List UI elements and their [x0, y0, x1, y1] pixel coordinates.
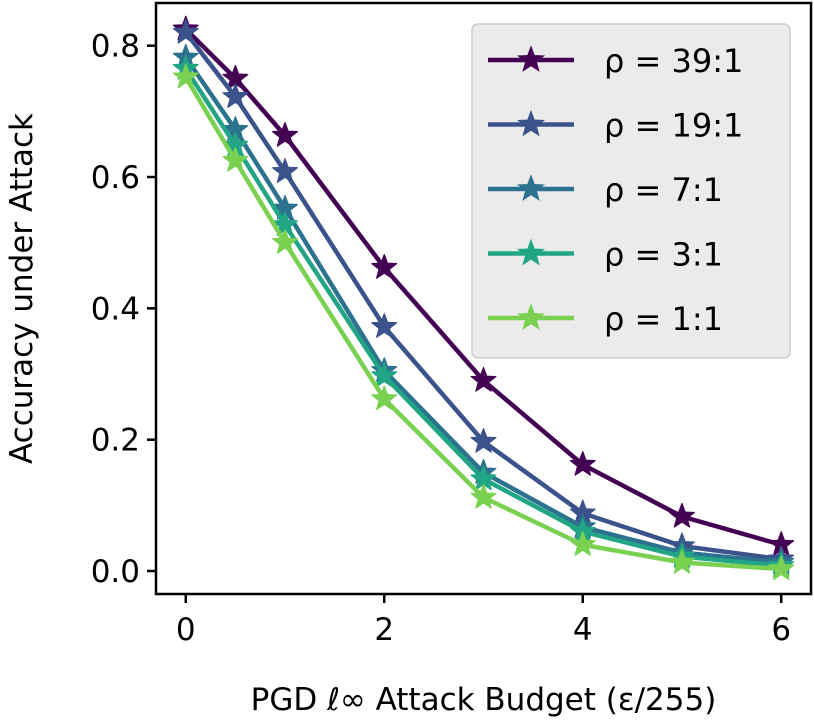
x-axis-label: PGD ℓ∞ Attack Budget (ε/255) [251, 682, 717, 718]
legend-label: ρ = 19:1 [604, 107, 743, 145]
data-point [470, 428, 497, 453]
data-point [222, 83, 249, 109]
y-tick-label: 0.6 [91, 160, 140, 196]
plot-frame [154, 1, 813, 596]
legend-entry: ρ = 19:1 [488, 107, 743, 145]
legend-marker [517, 238, 545, 266]
data-point [371, 362, 398, 388]
legend-marker [517, 109, 545, 137]
legend-entry: ρ = 3:1 [488, 236, 723, 274]
data-point [172, 63, 199, 89]
legend: ρ = 39:1 ρ = 19:1 ρ = 7:1 ρ = 3:1 ρ = 1:1 [471, 23, 791, 359]
legend-marker [517, 303, 545, 330]
legend-label: ρ = 3:1 [604, 236, 723, 274]
data-point [371, 254, 398, 279]
series-line [184, 27, 782, 547]
data-point [371, 385, 398, 411]
legend-entry: ρ = 39:1 [488, 42, 743, 80]
y-tick-label: 0.2 [91, 423, 140, 459]
series-4 [172, 63, 795, 581]
data-point [272, 158, 298, 183]
x-tick-label: 2 [374, 612, 394, 648]
series-layer [172, 15, 795, 581]
legend-box [471, 23, 791, 359]
ticks-layer: 0 2 4 6 0.0 0.2 0.4 0.6 0.8 [91, 29, 791, 648]
data-point [669, 502, 695, 528]
legend-label: ρ = 39:1 [604, 42, 743, 80]
y-tick-label: 0.4 [91, 291, 140, 327]
data-point [470, 366, 497, 392]
legend-label: ρ = 7:1 [604, 171, 723, 209]
legend-entry: ρ = 1:1 [488, 300, 723, 338]
legend-label: ρ = 1:1 [604, 300, 723, 338]
y-tick-label: 0.0 [91, 554, 140, 590]
x-tick-label: 0 [176, 612, 196, 648]
y-tick-label: 0.8 [91, 29, 140, 65]
data-point [569, 531, 596, 556]
legend-marker [517, 45, 545, 72]
x-tick-label: 4 [573, 612, 593, 648]
data-point [470, 483, 497, 509]
series-line [183, 76, 782, 572]
data-point [272, 122, 298, 147]
data-point [222, 147, 249, 172]
legend-marker [517, 174, 545, 201]
x-tick-label: 6 [771, 612, 791, 648]
data-point [172, 18, 199, 44]
data-point [272, 229, 298, 254]
data-point [768, 555, 795, 581]
y-axis-label: Accuracy under Attack [4, 113, 40, 464]
series-line [183, 31, 782, 562]
data-point [669, 548, 695, 574]
legend-entry: ρ = 7:1 [488, 171, 723, 209]
data-point [569, 451, 596, 476]
data-point [371, 313, 398, 338]
